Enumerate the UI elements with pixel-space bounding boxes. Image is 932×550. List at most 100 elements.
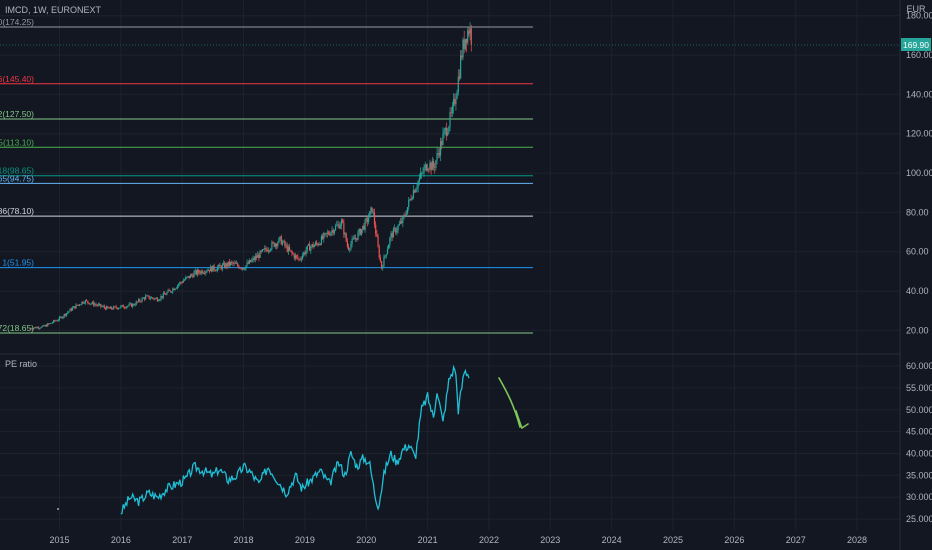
candle-body — [219, 264, 221, 267]
candle-body — [63, 314, 65, 317]
candle-body — [84, 300, 87, 304]
candle-body — [120, 305, 122, 308]
candle-body — [409, 198, 411, 201]
candle-body — [363, 225, 365, 230]
candle-body — [132, 304, 134, 307]
candle-body — [304, 252, 306, 255]
candle-body — [176, 285, 179, 288]
candle-body — [45, 325, 48, 327]
candle-body — [391, 233, 393, 238]
candle-body — [467, 30, 469, 43]
candle-body — [389, 237, 391, 245]
pe-scale[interactable]: 25.000 30.000 35.000 40.000 45.000 50.000 55.0… — [906, 361, 932, 524]
candle-body — [401, 221, 403, 224]
y-tick-label: 120.00 — [906, 129, 932, 139]
candle-body — [200, 270, 202, 274]
candle-body — [93, 302, 95, 306]
candle-body — [333, 230, 336, 234]
candle-body — [78, 304, 81, 306]
candle-body — [165, 294, 167, 296]
symbol-legend[interactable]: IMCD, 1W, EURONEXT — [5, 5, 102, 15]
candle-body — [313, 245, 315, 248]
candle-body — [383, 256, 385, 267]
candle-body — [117, 308, 120, 309]
candle-body — [274, 243, 277, 247]
price-scale[interactable]: 20.00 40.00 60.00 80.00 100.00 120.00 140.00 16… — [906, 11, 932, 336]
candle-body — [209, 266, 212, 272]
candle-body — [346, 241, 348, 247]
candle-body — [80, 304, 82, 306]
candle-body — [416, 187, 418, 190]
candle-body — [152, 297, 154, 299]
candle-body — [300, 259, 302, 260]
candle-body — [57, 319, 59, 321]
x-tick-label: 2020 — [356, 535, 376, 545]
candle-body — [450, 112, 452, 114]
candle-body — [356, 238, 358, 240]
candle-body — [65, 313, 68, 316]
candle-body — [194, 270, 196, 273]
fibonacci-retracement[interactable]: 0(174.25) 0.236(145.40) 0.382(127.50) 0.5(1… — [0, 17, 533, 334]
candle-body — [283, 241, 285, 243]
pe-tick-label: 40.000 — [906, 448, 932, 458]
pe-ratio-legend[interactable]: PE ratio — [5, 359, 37, 369]
time-scale[interactable]: 2015 2016 2017 2018 2019 2020 2021 2022 2023 2024… — [49, 535, 867, 545]
candle-body — [126, 306, 128, 308]
candle-body — [192, 275, 194, 278]
candle-body — [462, 39, 464, 58]
candle-body — [180, 282, 182, 284]
candle-body — [107, 306, 109, 308]
candle-body — [422, 172, 424, 174]
candle-body — [38, 328, 41, 329]
candle-body — [342, 220, 344, 223]
candle-body — [329, 234, 331, 236]
x-tick-label: 2015 — [49, 535, 69, 545]
candle-body — [207, 269, 209, 271]
candle-body — [97, 304, 100, 306]
candle-body — [112, 308, 114, 310]
candle-body — [392, 228, 394, 238]
candle-body — [410, 198, 412, 200]
candle-body — [288, 247, 291, 251]
candle-body — [260, 250, 262, 252]
candle-body — [226, 263, 228, 267]
candle-body — [145, 295, 147, 300]
candle-body — [149, 298, 151, 300]
candle-body — [73, 306, 75, 308]
candle-body — [312, 244, 314, 248]
fib-level-label: 0(174.25) — [0, 17, 34, 27]
candle-body — [444, 128, 446, 131]
candle-body — [266, 249, 268, 252]
candle-body — [142, 297, 144, 299]
candle-body — [380, 261, 383, 269]
candle-body — [414, 190, 416, 193]
candle-body — [259, 250, 261, 258]
candle-body — [108, 307, 110, 309]
candle-body — [439, 141, 442, 156]
candle-body — [215, 270, 218, 272]
candle-body — [225, 263, 227, 268]
candle-body — [83, 303, 85, 304]
candle-body — [305, 250, 307, 255]
candle-body — [456, 92, 458, 99]
candle-body — [336, 224, 338, 226]
candle-body — [217, 267, 219, 271]
y-tick-label: 60.00 — [906, 247, 929, 257]
candle-body — [418, 178, 420, 182]
candle-body — [351, 239, 353, 245]
candle-body — [74, 306, 76, 309]
candle-body — [417, 181, 419, 188]
candle-body — [228, 261, 231, 266]
candle-body — [181, 282, 183, 284]
candle-body — [114, 306, 116, 308]
candle-body — [64, 314, 67, 316]
y-tick-label: 160.00 — [906, 50, 932, 60]
fib-level-label: 0.5(113.10) — [0, 137, 34, 147]
candle-body — [191, 274, 193, 276]
candle-body — [344, 233, 346, 235]
candle-body — [170, 291, 173, 293]
candle-body — [195, 270, 197, 275]
candle-body — [234, 262, 236, 264]
